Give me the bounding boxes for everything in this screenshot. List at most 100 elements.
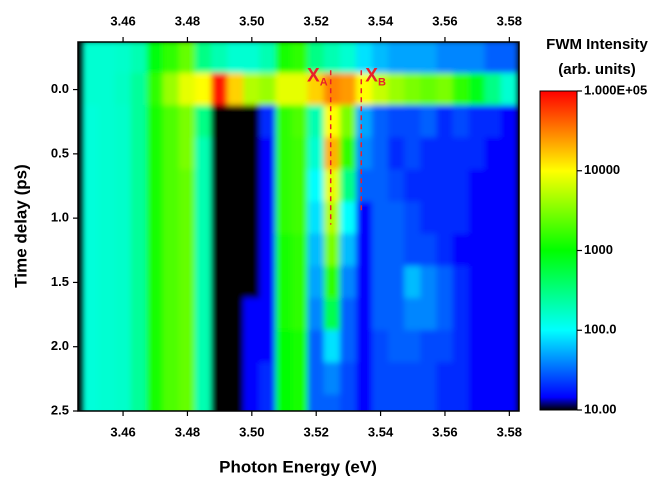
heatmap-cell bbox=[307, 330, 325, 364]
heatmap-cell bbox=[436, 105, 454, 139]
heatmap-cell bbox=[388, 42, 406, 74]
heatmap-cell bbox=[114, 362, 132, 396]
heatmap-cell bbox=[468, 137, 486, 171]
heatmap-cell bbox=[162, 362, 180, 396]
heatmap-cell bbox=[146, 169, 164, 203]
heatmap-cell bbox=[194, 105, 213, 139]
heatmap-cell bbox=[178, 105, 196, 139]
heatmap-cell bbox=[275, 265, 293, 299]
heatmap-cell bbox=[211, 137, 229, 171]
heatmap-cell bbox=[275, 105, 293, 139]
x-tick-label: 3.52 bbox=[304, 424, 329, 439]
heatmap-cell bbox=[372, 137, 390, 171]
x-tick-label: 3.46 bbox=[110, 424, 135, 439]
heatmap-cell bbox=[227, 169, 245, 203]
heatmap-cell bbox=[146, 298, 164, 332]
heatmap-cell bbox=[339, 137, 357, 171]
heatmap-cell bbox=[436, 201, 454, 235]
heatmap-cell bbox=[339, 394, 357, 411]
heatmap-cell bbox=[82, 105, 100, 139]
heatmap-cell bbox=[420, 233, 438, 267]
heatmap-cell bbox=[307, 137, 325, 171]
heatmap-cell bbox=[404, 105, 422, 139]
heatmap-cell bbox=[484, 73, 502, 107]
heatmap-cell bbox=[211, 169, 229, 203]
x-tick-label: 3.52 bbox=[304, 13, 329, 28]
y-tick-label: 0.0 bbox=[51, 81, 69, 96]
heatmap-cell bbox=[355, 330, 374, 364]
heatmap-cell bbox=[484, 265, 502, 299]
heatmap-cell bbox=[82, 265, 100, 299]
heatmap-cell bbox=[130, 201, 148, 235]
heatmap-cell bbox=[291, 42, 309, 74]
heatmap-cell bbox=[259, 330, 277, 364]
heatmap-cell bbox=[484, 42, 502, 74]
marker-label: XA bbox=[307, 65, 328, 88]
heatmap-cell bbox=[211, 42, 229, 74]
heatmap-cell bbox=[211, 233, 229, 267]
heatmap-cell bbox=[146, 137, 164, 171]
colorbar bbox=[539, 90, 578, 411]
heatmap-cell bbox=[98, 394, 116, 411]
heatmap-cell bbox=[243, 394, 261, 411]
x-tick-label: 3.46 bbox=[110, 13, 135, 28]
heatmap-cell bbox=[307, 105, 325, 139]
heatmap-cell bbox=[452, 169, 470, 203]
heatmap-cell bbox=[243, 298, 261, 332]
heatmap-cell bbox=[243, 330, 261, 364]
heatmap-cell bbox=[98, 42, 116, 74]
heatmap-cell bbox=[227, 265, 245, 299]
heatmap-cell bbox=[259, 105, 277, 139]
heatmap-cell bbox=[291, 233, 309, 267]
heatmap-cell bbox=[388, 330, 406, 364]
heatmap-cell bbox=[339, 169, 357, 203]
heatmap-cell bbox=[146, 201, 164, 235]
heatmap-cell bbox=[98, 137, 116, 171]
heatmap-cell bbox=[130, 105, 148, 139]
heatmap-cell bbox=[178, 42, 196, 74]
heatmap-cell bbox=[178, 265, 196, 299]
heatmap-cell bbox=[484, 330, 502, 364]
heatmap-cell bbox=[130, 362, 148, 396]
heatmap-cell bbox=[323, 169, 341, 203]
heatmap-cell bbox=[211, 105, 229, 139]
heatmap-cell bbox=[500, 137, 518, 171]
heatmap-cell bbox=[98, 105, 116, 139]
heatmap-cell bbox=[388, 105, 406, 139]
heatmap-cell bbox=[436, 169, 454, 203]
heatmap-cell bbox=[98, 298, 116, 332]
heatmap-cell bbox=[194, 298, 213, 332]
heatmap-cell bbox=[372, 105, 390, 139]
y-tick-label: 0.5 bbox=[51, 145, 69, 160]
heatmap-cell bbox=[259, 201, 277, 235]
heatmap-cell bbox=[452, 105, 470, 139]
heatmap-cell bbox=[162, 330, 180, 364]
heatmap-cell bbox=[162, 233, 180, 267]
heatmap-cell bbox=[146, 394, 164, 411]
heatmap-cell bbox=[98, 169, 116, 203]
heatmap-cell bbox=[146, 42, 164, 74]
heatmap-cell bbox=[259, 137, 277, 171]
heatmap-cell bbox=[130, 169, 148, 203]
x-tick-label: 3.58 bbox=[497, 424, 522, 439]
heatmap-cell bbox=[162, 298, 180, 332]
heatmap-cell bbox=[114, 233, 132, 267]
heatmap-cell bbox=[307, 233, 325, 267]
heatmap-cell bbox=[388, 201, 406, 235]
plot-frame bbox=[77, 41, 520, 412]
heatmap-cell bbox=[339, 201, 357, 235]
heatmap-cell bbox=[178, 394, 196, 411]
colorbar-tick-label: 100.0 bbox=[584, 322, 617, 337]
heatmap-cell bbox=[468, 201, 486, 235]
heatmap-cell bbox=[275, 394, 293, 411]
heatmap-cell bbox=[162, 265, 180, 299]
heatmap-cell bbox=[436, 394, 454, 411]
heatmap-cell bbox=[500, 394, 518, 411]
heatmap-cell bbox=[130, 330, 148, 364]
heatmap-cell bbox=[452, 394, 470, 411]
heatmap-cell bbox=[468, 73, 486, 107]
heatmap-cell bbox=[307, 298, 325, 332]
heatmap-cell bbox=[388, 233, 406, 267]
heatmap-cell bbox=[484, 233, 502, 267]
heatmap-cell bbox=[243, 265, 261, 299]
